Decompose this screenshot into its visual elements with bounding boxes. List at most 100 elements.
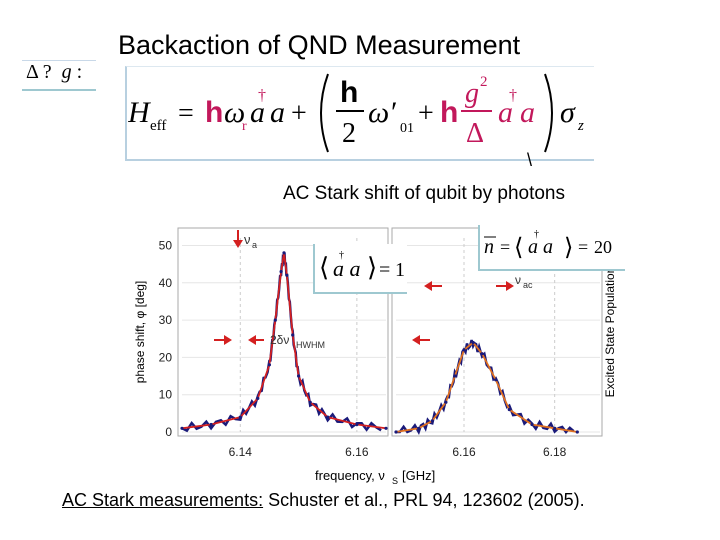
data-point [279,270,283,274]
inset-1-right-bracket: ⟩ [367,253,377,282]
y-tick-label: 10 [159,388,173,402]
hwhm-label: 2δν [270,333,289,347]
plus-1: + [291,98,307,129]
omega-r-subscript: r [242,119,247,134]
x-tick-label: 6.18 [543,445,567,459]
data-point [394,430,398,434]
h-eff-subscript: eff [150,118,166,134]
inset-2-dagger: † [534,229,539,240]
data-point [209,422,213,427]
x-axis-label-subscript: S [392,476,398,486]
annotation-labels: ν a 2δν HWHM ν ac [244,232,533,350]
frac-1-numerator: h [340,76,358,109]
omega-01: ω′ [368,96,396,129]
a-operator-2: a [520,96,535,129]
frac-2-denominator: Δ [466,118,484,149]
nu-ac-arrow-right-head [506,281,514,291]
a-operator: a [270,96,285,129]
y-tick-label: 50 [159,238,173,252]
sigma-z-subscript: z [577,118,584,134]
data-point [273,318,277,322]
inset-1-expr: a a [333,256,361,281]
reference-label[interactable]: AC Stark measurements: [62,490,264,510]
delta-symbol: Δ [26,61,38,83]
left-paren [320,73,329,153]
inset-2-nbar: n [484,236,494,258]
x-axis-unit: [GHz] [402,468,435,483]
nu-ac-subscript: ac [523,280,533,290]
x-axis-label: frequency, ν [315,468,385,483]
data-point [462,348,466,352]
hbar-2: h [440,96,458,129]
condition-expression: Δ ? g : [26,61,82,84]
data-point [494,378,498,382]
data-point [282,251,286,255]
formula-box [125,66,594,161]
data-point [355,422,359,427]
nu-a-arrow-head [233,240,243,248]
relation-symbol: ? [42,61,52,83]
sigma-z: σ [560,96,576,129]
dagger-1: † [258,87,266,104]
stark-caption: AC Stark shift of qubit by photons [283,183,565,204]
condition-box [22,60,96,91]
data-point [417,426,421,430]
frac-2-exponent: 2 [480,74,488,90]
annotation-mark: \ [527,150,533,170]
data-point [180,426,184,430]
reference-text: Schuster et al., PRL 94, 123602 (2005). [268,490,585,510]
y-axis-label: phase shift, φ [deg] [133,281,147,384]
inset-1-dagger: † [339,250,344,261]
data-point [238,415,242,419]
hwhm-arrow-right-head [248,335,256,345]
frac-1-denominator: 2 [342,118,356,149]
inset-photon-number-20: n = ⟨ a a † ⟩ = 20 [478,225,625,271]
right-y-axis-label: Excited State Population [603,267,617,398]
omega-01-subscript: 01 [400,121,414,136]
data-point [430,419,434,423]
inset-2-value: 20 [594,237,612,257]
inset-2-left-bracket: ⟨ [514,235,523,261]
annotation-arrows [214,230,514,345]
nu-a-subscript: a [252,240,257,250]
x-tick-label: 6.14 [229,445,253,459]
x-tick-label: 6.16 [452,445,476,459]
inset-1-left-bracket: ⟨ [319,253,329,282]
inset-1-equals: = [379,259,390,281]
data-point [297,374,301,378]
series-layer [180,251,579,436]
nu-ac-arrow-left-head [424,281,432,291]
right-peak-arrow-head [412,335,420,345]
hamiltonian-equation: H eff = h ω r a † a + h 2 ω′ 01 + h g 2 … [128,73,584,153]
y-tick-label: 40 [159,276,173,290]
data-point [267,363,271,367]
inset-1-expression: ⟨ a a † ⟩ = 1 [319,250,405,282]
nu-ac-label: ν [515,273,521,287]
plus-2: + [418,98,434,129]
inset-2-expression: n = ⟨ a a † ⟩ = 20 [484,229,612,261]
y-tick-label: 20 [159,350,173,364]
colon-symbol: : [76,61,83,83]
hbar-1: h [205,96,223,129]
slide-title: Backaction of QND Measurement [118,30,521,60]
data-point [326,415,330,419]
omega-r: ω [224,96,245,129]
tick-labels: 50 40 30 20 10 0 6.14 6.16 6.16 6.18 [159,238,567,459]
data-point [285,273,289,277]
hwhm-subscript: HWHM [296,340,325,350]
a-dagger: a [250,96,265,129]
data-point [256,396,260,400]
equals-sign: = [178,98,194,129]
inset-2-equals-2: = [578,237,588,257]
g-symbol: g [61,61,72,83]
data-point [530,422,534,427]
hwhm-arrow-left-head [224,335,232,345]
reference-line: AC Stark measurements: Schuster et al., … [62,490,585,511]
inset-2-equals: = [500,237,510,257]
data-point [384,426,388,430]
inset-2-right-bracket: ⟩ [564,235,573,261]
data-point [575,430,579,434]
data-point [444,400,448,404]
nu-a-label: ν [244,232,251,247]
data-point [471,340,475,345]
